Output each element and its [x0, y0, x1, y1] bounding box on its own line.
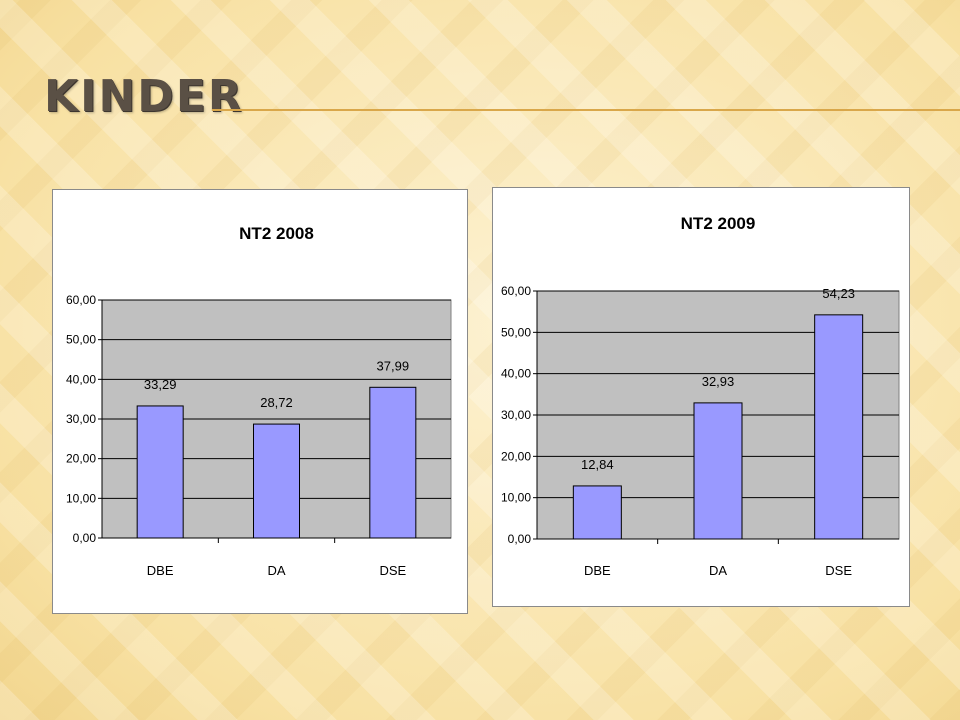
data-label: 28,72 — [260, 395, 293, 410]
slide-title: KINDER — [44, 71, 244, 122]
bar-dse — [369, 386, 417, 539]
bar-chart-nt2-2009: NT2 2009 0,00 10,00 20,00 30,00 40,00 50,00 60,… — [501, 214, 900, 578]
chart-title: NT2 2008 — [239, 224, 314, 243]
y-tick-label: 40,00 — [66, 372, 96, 386]
y-tick-label: 10,00 — [501, 491, 531, 505]
category-label: DBE — [584, 563, 611, 578]
y-tick-label: 0,00 — [508, 532, 532, 546]
y-tick-label: 10,00 — [66, 491, 96, 505]
data-label: 12,84 — [581, 457, 614, 472]
category-label: DSE — [825, 563, 852, 578]
data-label: 32,93 — [702, 374, 735, 389]
slide-header: KINDER — [44, 72, 960, 122]
bar-da — [693, 402, 743, 540]
y-tick-label: 40,00 — [501, 367, 531, 381]
bar-da — [253, 423, 300, 539]
category-label: DBE — [147, 563, 174, 578]
title-underline — [212, 109, 960, 111]
y-tick-label: 60,00 — [501, 284, 531, 298]
y-tick-label: 20,00 — [501, 449, 531, 463]
chart-panel-nt2-2008: NT2 2008 0,00 10,00 20,00 30,00 40,00 50,00 60,… — [52, 189, 468, 614]
bar-dbe — [136, 405, 184, 539]
y-tick-label: 0,00 — [73, 531, 97, 545]
y-tick-label: 50,00 — [501, 325, 531, 339]
y-tick-label: 30,00 — [66, 412, 96, 426]
data-label: 37,99 — [377, 358, 410, 373]
category-label: DA — [267, 563, 285, 578]
chart-title: NT2 2009 — [681, 214, 756, 233]
y-tick-label: 50,00 — [66, 333, 96, 347]
chart-panel-nt2-2009: NT2 2009 0,00 10,00 20,00 30,00 40,00 50,00 60,… — [492, 187, 910, 607]
bar-dbe — [572, 485, 622, 540]
data-label: 54,23 — [822, 286, 855, 301]
bar-dse — [814, 314, 864, 540]
data-label: 33,29 — [144, 377, 177, 392]
y-tick-label: 30,00 — [501, 408, 531, 422]
category-label: DA — [709, 563, 727, 578]
bar-chart-nt2-2008: NT2 2008 0,00 10,00 20,00 30,00 40,00 50,00 60,… — [66, 224, 452, 578]
y-tick-label: 60,00 — [66, 293, 96, 307]
category-label: DSE — [379, 563, 406, 578]
y-tick-label: 20,00 — [66, 452, 96, 466]
